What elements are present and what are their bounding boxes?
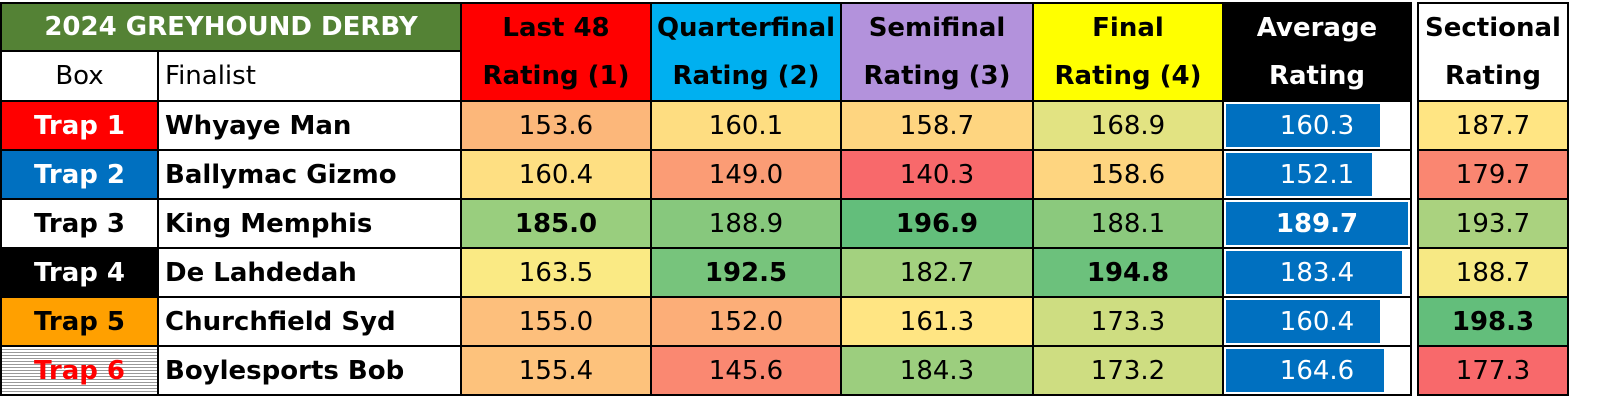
data-bar (1226, 153, 1372, 196)
header-line: Last 48 (502, 13, 610, 43)
rating-cell: 160.4 (460, 149, 652, 200)
header-line: Rating (2) (672, 61, 820, 91)
header-final: Final Rating (4) (1032, 2, 1224, 102)
average-cell: 160.4 (1222, 296, 1412, 347)
rating-cell: 192.5 (650, 247, 842, 298)
finalist-cell: De Lahdedah (157, 247, 462, 298)
rating-cell: 158.7 (840, 100, 1034, 151)
header-sectional: Sectional Rating (1417, 2, 1569, 102)
rating-cell: 152.0 (650, 296, 842, 347)
header-line: Sectional (1425, 13, 1561, 43)
header-line: Rating (1444, 61, 1542, 91)
rating-cell: 140.3 (840, 149, 1034, 200)
table-body: Trap 1 Whyaye Man 153.6 160.1 158.7 168.9 160.… (0, 100, 1569, 396)
header-line: Rating (4) (1054, 61, 1202, 91)
finalist-cell: Whyaye Man (157, 100, 462, 151)
gap (1411, 199, 1418, 248)
rating-cell: 173.2 (1032, 345, 1224, 396)
rating-cell: 163.5 (460, 247, 652, 298)
ratings-table: 2024 GREYHOUND DERBY Last 48 Rating (1) Q… (0, 1, 1569, 396)
sectional-cell: 179.7 (1417, 149, 1569, 200)
box-cell: Trap 3 (0, 198, 159, 249)
title: 2024 GREYHOUND DERBY (0, 1, 462, 53)
rating-cell: 155.0 (460, 296, 652, 347)
rating-cell: 155.4 (460, 345, 652, 396)
box-cell: Trap 1 (0, 100, 159, 151)
rating-cell: 184.3 (840, 345, 1034, 396)
sectional-cell: 198.3 (1417, 296, 1569, 347)
table-row: Trap 5 Churchfield Syd 155.0 152.0 161.3 173.… (0, 296, 1569, 347)
rating-cell: 158.6 (1032, 149, 1224, 200)
header-line: Semifinal (868, 13, 1006, 43)
rating-cell: 182.7 (840, 247, 1034, 298)
table-row: Trap 1 Whyaye Man 153.6 160.1 158.7 168.9 160.… (0, 100, 1569, 151)
gap (1411, 101, 1418, 150)
header-semifinal: Semifinal Rating (3) (840, 2, 1034, 102)
header-line: Rating (1) (482, 61, 630, 91)
header-last48: Last 48 Rating (1) (460, 2, 652, 102)
finalist-cell: King Memphis (157, 198, 462, 249)
rating-cell: 161.3 (840, 296, 1034, 347)
average-cell: 160.3 (1222, 100, 1412, 151)
rating-cell: 194.8 (1032, 247, 1224, 298)
data-bar (1226, 349, 1384, 392)
gap (1411, 3, 1418, 101)
header-line: Quarterfinal (656, 13, 836, 43)
average-value: 189.7 (1275, 208, 1359, 239)
average-value: 160.4 (1279, 306, 1355, 337)
header-average: Average Rating (1222, 2, 1412, 102)
header-line: Final (1092, 13, 1164, 43)
average-cell: 164.6 (1222, 345, 1412, 396)
rating-cell: 173.3 (1032, 296, 1224, 347)
average-cell: 189.7 (1222, 198, 1412, 249)
gap (1411, 297, 1418, 346)
data-bar (1226, 202, 1408, 245)
box-cell: Trap 4 (0, 247, 159, 298)
average-value: 164.6 (1279, 355, 1355, 386)
average-cell: 152.1 (1222, 149, 1412, 200)
rating-cell: 145.6 (650, 345, 842, 396)
header-box: Box (0, 50, 159, 102)
table-row: Trap 3 King Memphis 185.0 188.9 196.9 188.1 18… (0, 198, 1569, 249)
sectional-cell: 188.7 (1417, 247, 1569, 298)
average-value: 160.3 (1279, 110, 1355, 141)
header-line: Rating (3) (863, 61, 1011, 91)
finalist-cell: Boylesports Bob (157, 345, 462, 396)
rating-cell: 149.0 (650, 149, 842, 200)
average-cell: 183.4 (1222, 247, 1412, 298)
data-bar (1226, 251, 1402, 294)
box-cell: Trap 5 (0, 296, 159, 347)
sectional-cell: 177.3 (1417, 345, 1569, 396)
table-row: Trap 6 Boylesports Bob 155.4 145.6 184.3 173.… (0, 345, 1569, 396)
average-value: 183.4 (1279, 257, 1355, 288)
sectional-cell: 187.7 (1417, 100, 1569, 151)
rating-cell: 160.1 (650, 100, 842, 151)
finalist-cell: Churchfield Syd (157, 296, 462, 347)
rating-cell: 188.1 (1032, 198, 1224, 249)
header-finalist: Finalist (157, 50, 462, 102)
finalist-cell: Ballymac Gizmo (157, 149, 462, 200)
rating-cell: 168.9 (1032, 100, 1224, 151)
average-value: 152.1 (1279, 159, 1355, 190)
gap (1411, 346, 1418, 395)
data-bar (1226, 104, 1380, 147)
data-bar (1226, 300, 1380, 343)
rating-cell: 185.0 (460, 198, 652, 249)
box-cell: Trap 2 (0, 149, 159, 200)
box-cell: Trap 6 (0, 345, 159, 396)
header-quarterfinal: Quarterfinal Rating (2) (650, 2, 842, 102)
header-line: Average (1256, 13, 1378, 43)
header-line: Rating (1268, 61, 1366, 91)
gap (1411, 150, 1418, 199)
table-row: Trap 2 Ballymac Gizmo 160.4 149.0 140.3 158.6… (0, 149, 1569, 200)
sectional-cell: 193.7 (1417, 198, 1569, 249)
rating-cell: 188.9 (650, 198, 842, 249)
rating-cell: 196.9 (840, 198, 1034, 249)
rating-cell: 153.6 (460, 100, 652, 151)
table-row: Trap 4 De Lahdedah 163.5 192.5 182.7 194.8 183… (0, 247, 1569, 298)
gap (1411, 248, 1418, 297)
